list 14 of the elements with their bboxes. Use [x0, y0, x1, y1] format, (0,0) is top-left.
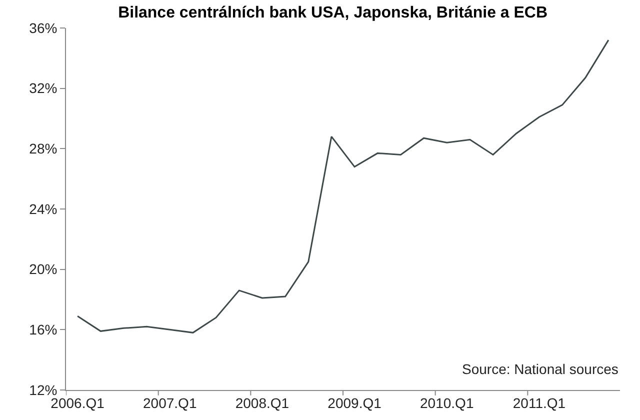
line-series	[76, 39, 610, 334]
x-tick-label: 2007.Q1	[143, 394, 197, 411]
y-tick-label: 16%	[29, 322, 58, 338]
y-tick-label: 36%	[29, 20, 58, 36]
x-tick-label: 2009.Q1	[328, 394, 382, 411]
x-tick-label: 2008.Q1	[235, 394, 290, 411]
x-tick-label: 2011.Q1	[512, 394, 566, 411]
annotation: Source: National sources	[462, 361, 618, 377]
x-tick-label: 2010.Q1	[420, 394, 474, 411]
y-tick-label: 20%	[29, 261, 58, 278]
y-tick-label: 28%	[29, 140, 58, 157]
chart-title: Bilance centrálních bank USA, Japonska, Británie a ECB	[118, 4, 548, 22]
y-tick-label: 32%	[29, 80, 58, 96]
y-tick-label: 24%	[29, 200, 58, 217]
